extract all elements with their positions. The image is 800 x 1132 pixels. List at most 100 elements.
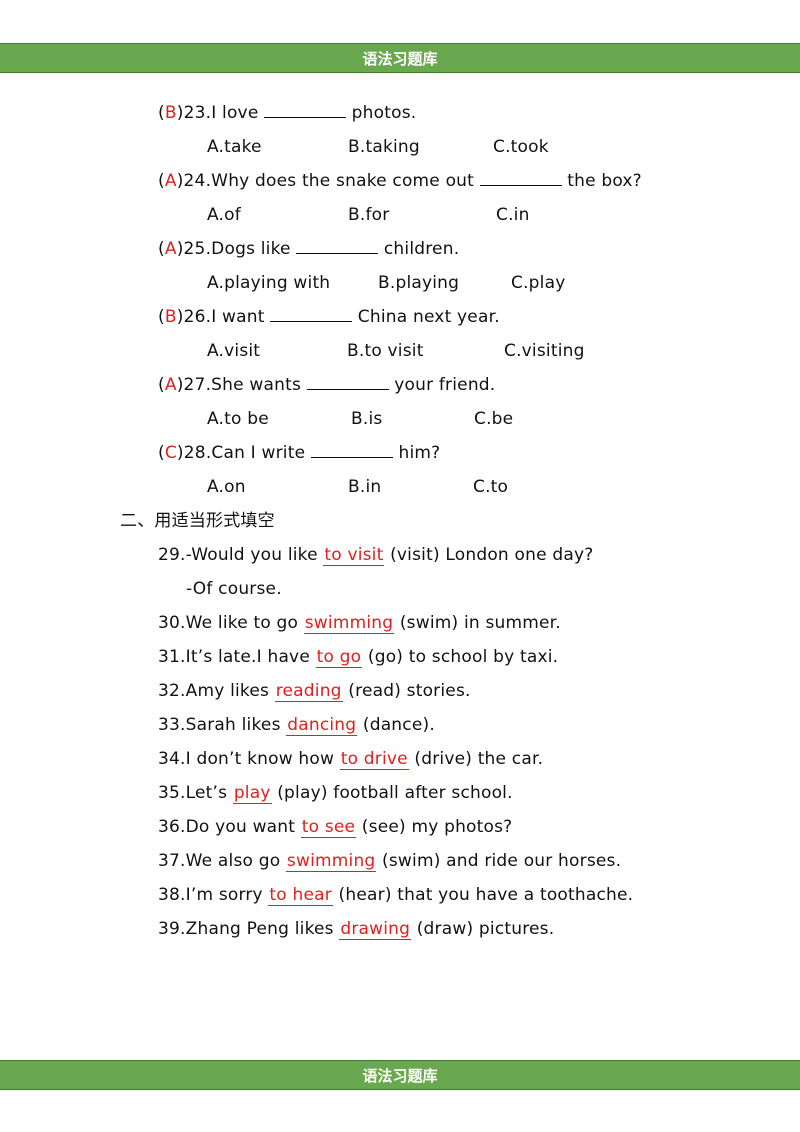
question-text: .Why does the snake come out: [205, 171, 480, 191]
question-28: (C)28.Can I write him?: [158, 442, 441, 463]
answer-blank: [479, 170, 562, 186]
answer-blank: [296, 238, 379, 254]
answer-letter: A: [164, 239, 177, 259]
question-text: .Dogs like: [205, 239, 297, 259]
fill-question-31: 31.It’s late.I have to go (go) to school…: [158, 646, 558, 668]
filled-answer: to see: [300, 817, 357, 838]
question-number: 25: [183, 239, 206, 259]
answer-blank: [306, 374, 389, 390]
option-b: B.taking: [348, 137, 420, 157]
question-text: (play) football after school.: [271, 783, 513, 803]
fill-question-39: 39.Zhang Peng likes drawing (draw) pictu…: [158, 918, 554, 940]
question-27: (A)27.She wants your friend.: [158, 374, 496, 395]
question-number: 28: [183, 443, 206, 463]
fill-question-36: 36.Do you want to see (see) my photos?: [158, 816, 512, 838]
option-a: A.on: [207, 477, 246, 497]
answer-blank: [270, 306, 353, 322]
question-text: .Can I write: [205, 443, 311, 463]
option-c: C.in: [496, 205, 530, 225]
fill-question-34: 34.I don’t know how to drive (drive) the…: [158, 748, 543, 770]
option-b: B.to visit: [347, 341, 424, 361]
filled-answer: to visit: [323, 545, 385, 566]
fill-question-33: 33.Sarah likes dancing (dance).: [158, 714, 435, 736]
option-c: C.took: [493, 137, 549, 157]
question-25: (A)25.Dogs like children.: [158, 238, 460, 259]
answer-letter: B: [164, 307, 177, 327]
option-c: C.visiting: [504, 341, 585, 361]
fill-question-37: 37.We also go swimming (swim) and ride o…: [158, 850, 621, 872]
question-number: 24: [183, 171, 206, 191]
filled-answer: to hear: [268, 885, 333, 906]
header-title: 语法习题库: [362, 49, 438, 68]
question-text: 34.I don’t know how: [158, 749, 340, 769]
question-text: 37.We also go: [158, 851, 286, 871]
question-24: (A)24.Why does the snake come out the bo…: [158, 170, 642, 191]
question-text: .I want: [205, 307, 271, 327]
option-b: B.in: [348, 477, 382, 497]
fill-question-29: 29.-Would you like to visit (visit) Lond…: [158, 544, 593, 566]
question-text: (draw) pictures.: [411, 919, 555, 939]
fill-question-35: 35.Let’s play (play) football after scho…: [158, 782, 513, 804]
footer-title: 语法习题库: [362, 1066, 438, 1085]
question-text: 29.-Would you like: [158, 545, 324, 565]
answer-letter: A: [164, 171, 177, 191]
question-text: (dance).: [357, 715, 435, 735]
option-b: B.is: [351, 409, 383, 429]
filled-answer: play: [232, 783, 272, 804]
question-text: him?: [392, 443, 441, 463]
section-title: 二、用适当形式填空: [120, 511, 275, 531]
question-26: (B)26.I want China next year.: [158, 306, 500, 327]
question-text: 35.Let’s: [158, 783, 233, 803]
answer-blank: [310, 442, 393, 458]
question-text: China next year.: [352, 307, 500, 327]
question-text: .She wants: [205, 375, 307, 395]
question-number: 23: [183, 103, 206, 123]
option-a: A.of: [207, 205, 241, 225]
answer-blank: [264, 102, 347, 118]
question-text: photos.: [346, 103, 417, 123]
filled-answer: drawing: [339, 919, 412, 940]
filled-answer: reading: [274, 681, 343, 702]
question-number: 26: [183, 307, 206, 327]
question-text: (drive) the car.: [408, 749, 544, 769]
answer-letter: B: [164, 103, 177, 123]
header-band: 语法习题库: [0, 43, 800, 73]
fill-reply-29: -Of course.: [186, 579, 282, 599]
option-c: C.play: [511, 273, 566, 293]
footer-band: 语法习题库: [0, 1060, 800, 1090]
question-text: .I love: [205, 103, 265, 123]
question-text: (hear) that you have a toothache.: [332, 885, 634, 905]
question-text: (go) to school by taxi.: [362, 647, 559, 667]
answer-letter: C: [164, 443, 177, 463]
question-23: (B)23.I love photos.: [158, 102, 417, 123]
question-text: 32.Amy likes: [158, 681, 275, 701]
question-text: (swim) and ride our horses.: [376, 851, 622, 871]
option-c: C.be: [474, 409, 514, 429]
filled-answer: swimming: [303, 613, 395, 634]
fill-question-32: 32.Amy likes reading (read) stories.: [158, 680, 471, 702]
question-text: 38.I’m sorry: [158, 885, 269, 905]
filled-answer: swimming: [285, 851, 377, 872]
option-a: A.visit: [207, 341, 261, 361]
question-text: 33.Sarah likes: [158, 715, 287, 735]
filled-answer: dancing: [286, 715, 358, 736]
fill-question-30: 30.We like to go swimming (swim) in summ…: [158, 612, 561, 634]
question-number: 27: [183, 375, 206, 395]
option-a: A.to be: [207, 409, 269, 429]
question-text: (see) my photos?: [356, 817, 513, 837]
question-text: (swim) in summer.: [394, 613, 561, 633]
filled-answer: to drive: [339, 749, 409, 770]
question-text: 36.Do you want: [158, 817, 301, 837]
option-b: B.playing: [378, 273, 460, 293]
filled-answer: to go: [315, 647, 363, 668]
question-text: (visit) London one day?: [384, 545, 594, 565]
question-text: 39.Zhang Peng likes: [158, 919, 340, 939]
question-text: your friend.: [388, 375, 496, 395]
answer-letter: A: [164, 375, 177, 395]
question-text: the box?: [561, 171, 642, 191]
question-text: (read) stories.: [342, 681, 471, 701]
question-text: children.: [378, 239, 460, 259]
option-a: A.take: [207, 137, 262, 157]
option-c: C.to: [473, 477, 509, 497]
option-b: B.for: [348, 205, 390, 225]
